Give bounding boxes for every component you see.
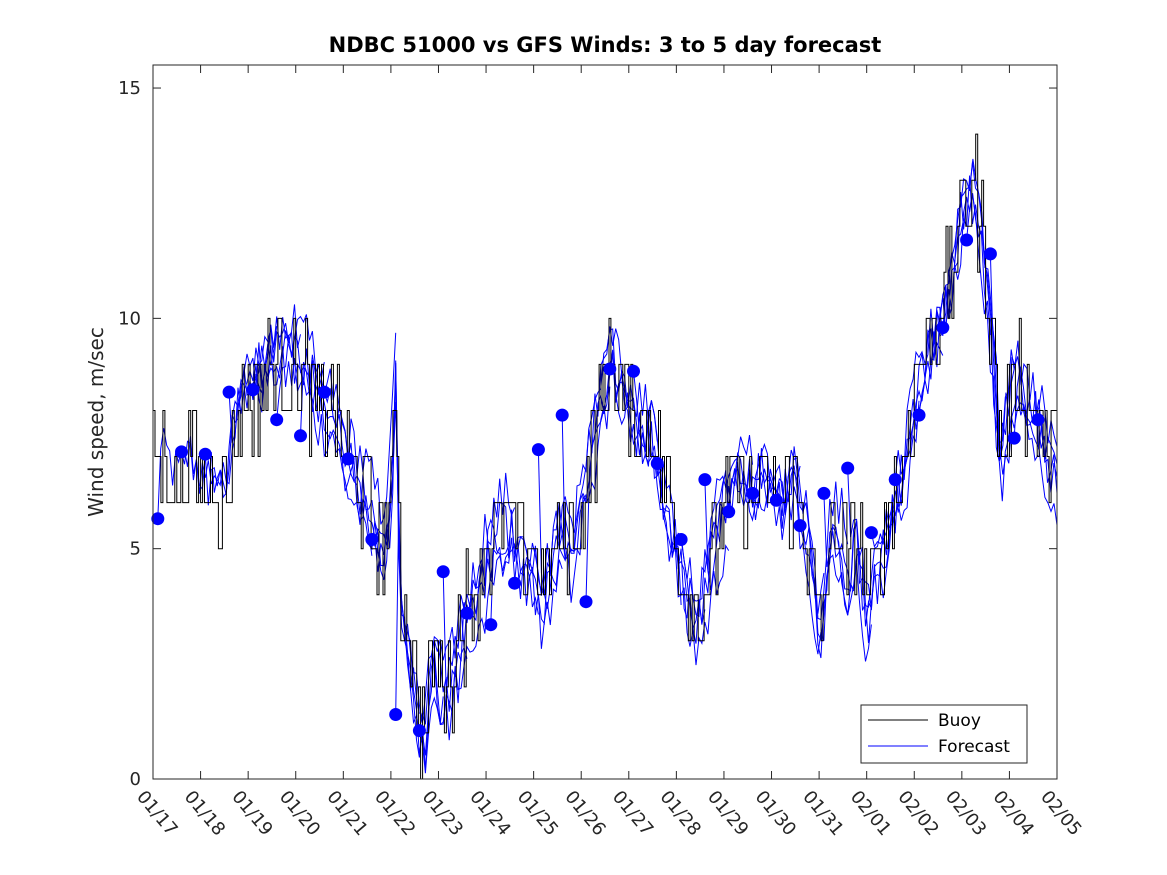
forecast-marker bbox=[888, 473, 902, 487]
forecast-marker bbox=[555, 408, 569, 422]
forecast-marker bbox=[460, 606, 474, 620]
forecast-marker bbox=[412, 724, 426, 738]
forecast-trace-line bbox=[609, 349, 730, 666]
forecast-marker bbox=[746, 486, 759, 500]
forecast-marker bbox=[817, 486, 831, 500]
forecast-trace-line bbox=[918, 175, 1039, 502]
y-tick-label: 10 bbox=[118, 308, 141, 329]
y-tick-label: 15 bbox=[118, 78, 141, 99]
forecast-trace-line bbox=[204, 314, 325, 506]
forecast-trace-line bbox=[728, 448, 849, 621]
forecast-marker bbox=[603, 362, 617, 376]
forecast-marker bbox=[484, 618, 498, 632]
forecast-marker bbox=[960, 233, 974, 247]
forecast-marker bbox=[222, 385, 236, 399]
forecast-marker bbox=[246, 383, 260, 397]
y-tick-labels: 0 5 10 15 bbox=[118, 78, 141, 790]
forecast-marker bbox=[175, 445, 188, 459]
forecast-trace-line bbox=[775, 465, 896, 642]
forecast-trace-line bbox=[1037, 419, 1058, 494]
forecast-trace-line bbox=[371, 360, 492, 770]
forecast-marker bbox=[674, 533, 688, 546]
forecast-marker bbox=[722, 505, 736, 519]
forecast-marker bbox=[864, 526, 878, 540]
forecast-trace-line bbox=[656, 442, 777, 619]
forecast-trace-line bbox=[442, 537, 563, 694]
forecast-marker bbox=[270, 413, 284, 427]
y-tick-label: 0 bbox=[130, 769, 141, 790]
y-axis-label: Wind speed, m/sec bbox=[84, 327, 108, 517]
forecast-marker bbox=[912, 408, 926, 422]
legend-buoy-label: Buoy bbox=[938, 711, 981, 731]
forecast-trace-line bbox=[347, 362, 468, 774]
forecast-marker bbox=[365, 533, 379, 546]
forecast-trace-line bbox=[276, 331, 397, 525]
forecast-trace-line bbox=[680, 453, 801, 630]
forecast-trace-line bbox=[752, 482, 872, 662]
forecast-trace-line bbox=[395, 472, 516, 724]
forecast-traces bbox=[157, 158, 1058, 774]
forecast-marker bbox=[531, 443, 545, 457]
forecast-trace-line bbox=[490, 386, 611, 625]
forecast-marker bbox=[650, 457, 664, 470]
forecast-marker bbox=[341, 452, 355, 466]
axis-ticks bbox=[152, 65, 1058, 780]
plot-area bbox=[153, 65, 1057, 779]
forecast-marker bbox=[198, 447, 212, 461]
forecast-marker bbox=[936, 321, 950, 335]
y-tick-label: 5 bbox=[130, 539, 141, 560]
forecast-marker bbox=[151, 512, 165, 526]
forecast-marker bbox=[841, 461, 855, 475]
forecast-marker bbox=[983, 247, 997, 261]
forecast-marker bbox=[1031, 413, 1045, 427]
chart-title: NDBC 51000 vs GFS Winds: 3 to 5 day fore… bbox=[329, 33, 882, 57]
forecast-marker bbox=[508, 576, 522, 590]
forecast-marker bbox=[436, 565, 450, 579]
plot-frame bbox=[152, 64, 1058, 780]
legend: Buoy Forecast bbox=[860, 704, 1028, 764]
forecast-marker bbox=[698, 473, 712, 487]
buoy-series bbox=[153, 133, 1058, 780]
buoy-line bbox=[153, 133, 1058, 780]
forecast-marker bbox=[769, 493, 783, 507]
forecast-marker bbox=[793, 519, 807, 533]
forecast-marker bbox=[627, 364, 640, 378]
forecast-markers bbox=[151, 233, 1045, 738]
legend-forecast-label: Forecast bbox=[938, 737, 1010, 757]
forecast-marker bbox=[579, 595, 593, 609]
forecast-trace-line bbox=[585, 353, 706, 644]
forecast-marker bbox=[1007, 431, 1021, 445]
forecast-marker bbox=[317, 385, 331, 399]
legend-box bbox=[860, 704, 1028, 764]
forecast-marker bbox=[389, 708, 403, 721]
forecast-trace-line bbox=[252, 345, 373, 556]
forecast-marker bbox=[294, 429, 307, 443]
